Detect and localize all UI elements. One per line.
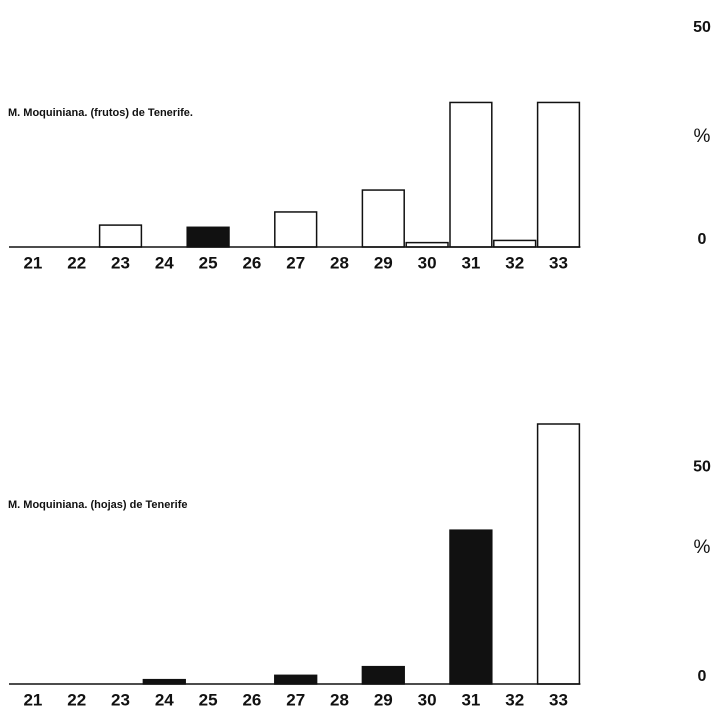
y-axis-label: % <box>694 537 711 558</box>
x-tick-label: 28 <box>330 253 349 272</box>
bar <box>274 211 318 248</box>
x-tick-label: 31 <box>461 690 480 709</box>
x-tick-label: 30 <box>418 690 437 709</box>
x-tick-label: 22 <box>67 690 86 709</box>
x-tick-label: 33 <box>549 690 568 709</box>
x-tick-label: 23 <box>111 253 130 272</box>
y-tick-label: 0 <box>698 231 707 248</box>
bar <box>536 101 581 248</box>
x-tick-label: 23 <box>111 690 130 709</box>
x-tick-label: 26 <box>242 690 261 709</box>
x-tick-label: 22 <box>67 253 86 272</box>
x-tick-label: 33 <box>549 253 568 272</box>
chart-title: M. Moquiniana. (frutos) de Tenerife. <box>8 107 193 119</box>
x-tick-label: 28 <box>330 690 349 709</box>
bar <box>98 224 143 248</box>
bar <box>361 665 405 685</box>
x-tick-label: 29 <box>374 253 393 272</box>
y-tick-label: 50 <box>693 459 711 476</box>
y-tick-label: 50 <box>693 19 711 36</box>
chart-title: M. Moquiniana. (hojas) de Tenerife <box>8 499 187 511</box>
bar <box>536 423 581 685</box>
bar <box>274 674 318 685</box>
bar <box>449 529 493 685</box>
x-tick-label: 32 <box>505 253 524 272</box>
bar <box>449 101 493 248</box>
x-tick-label: 25 <box>199 690 218 709</box>
bar <box>493 239 537 248</box>
x-tick-label: 24 <box>155 253 174 272</box>
y-tick-label: 0 <box>698 668 707 685</box>
x-tick-label: 26 <box>242 253 261 272</box>
x-tick-label: 30 <box>418 253 437 272</box>
x-tick-label: 21 <box>23 253 42 272</box>
bar <box>361 189 405 248</box>
x-tick-label: 24 <box>155 690 174 709</box>
x-tick-label: 31 <box>461 253 480 272</box>
x-tick-label: 27 <box>286 690 305 709</box>
y-axis-label: % <box>694 126 711 147</box>
x-tick-label: 25 <box>199 253 218 272</box>
x-tick-label: 32 <box>505 690 524 709</box>
x-tick-label: 21 <box>23 690 42 709</box>
bar <box>186 226 230 248</box>
x-tick-label: 27 <box>286 253 305 272</box>
x-tick-label: 29 <box>374 690 393 709</box>
